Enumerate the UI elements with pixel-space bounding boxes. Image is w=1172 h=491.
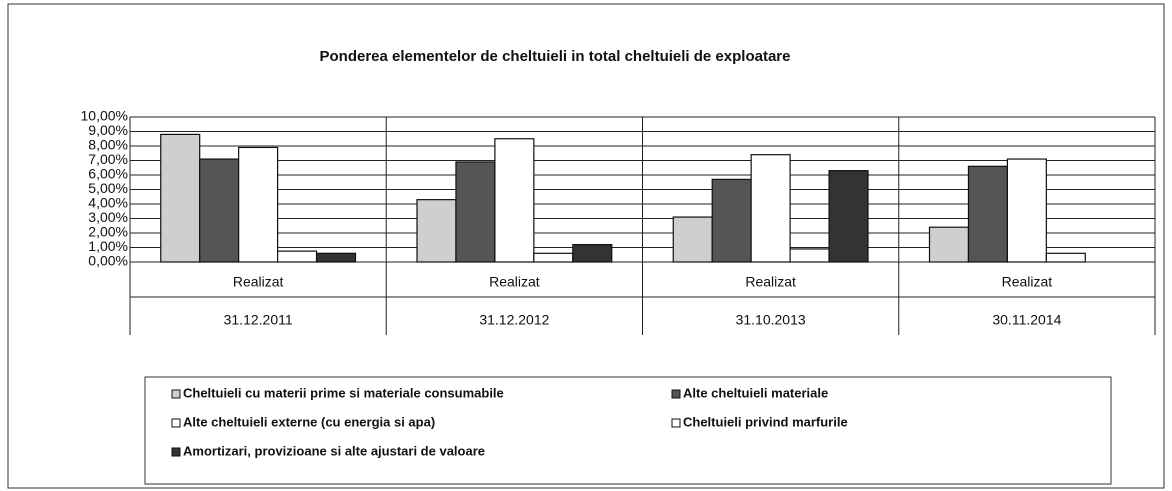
legend-marker <box>171 418 181 428</box>
x-tick-label: 31.12.2011 <box>224 312 293 328</box>
bar <box>315 252 357 263</box>
legend-marker <box>171 447 181 457</box>
y-tick-label: 0,00% <box>88 253 128 269</box>
bar <box>750 154 791 263</box>
x-tick-label: 30.11.2014 <box>992 312 1061 328</box>
legend-label: Alte cheltuieli materiale <box>683 385 828 400</box>
y-tick-label: 4,00% <box>88 195 128 211</box>
x-tick-label: Realizat <box>1002 274 1053 290</box>
y-tick-label: 9,00% <box>88 122 128 138</box>
x-tick-label: Realizat <box>233 274 284 290</box>
y-tick-label: 8,00% <box>88 137 128 153</box>
y-tick-label: 5,00% <box>88 180 128 196</box>
x-tick-label: 31.12.2012 <box>479 312 549 328</box>
y-tick-label: 6,00% <box>88 166 128 182</box>
y-tick-label: 10,00% <box>81 108 128 124</box>
chart-border <box>7 3 1165 489</box>
bar <box>828 170 869 263</box>
bar <box>533 252 574 263</box>
legend-marker <box>171 389 181 399</box>
bar <box>1006 158 1047 263</box>
bar <box>789 248 830 263</box>
bar <box>711 178 752 263</box>
legend-label: Cheltuieli cu materii prime si materiale… <box>183 385 504 400</box>
legend-marker <box>671 418 681 428</box>
y-tick-label: 7,00% <box>88 151 128 167</box>
bar <box>967 165 1009 263</box>
chart-title: Ponderea elementelor de cheltuieli in to… <box>320 48 791 65</box>
y-tick-label: 1,00% <box>88 238 128 254</box>
bar <box>277 250 318 263</box>
bar <box>455 161 496 263</box>
legend-marker <box>671 389 681 399</box>
y-tick-label: 2,00% <box>88 224 128 240</box>
y-tick-label: 3,00% <box>88 209 128 225</box>
bar <box>160 133 201 263</box>
bar <box>494 138 535 263</box>
legend-label: Amortizari, provizioane si alte ajustari… <box>183 443 485 458</box>
legend-label: Alte cheltuieli externe (cu energia si a… <box>183 414 435 429</box>
bar <box>672 216 713 263</box>
bar <box>928 226 970 263</box>
bar <box>238 146 279 263</box>
bar <box>199 158 240 263</box>
bar <box>416 199 457 263</box>
bar <box>572 244 613 263</box>
legend-box <box>144 376 1112 485</box>
x-tick-label: 31.10.2013 <box>736 312 806 328</box>
x-tick-label: Realizat <box>489 274 540 290</box>
x-tick-label: Realizat <box>745 274 796 290</box>
bar <box>1045 252 1086 263</box>
legend-label: Cheltuieli privind marfurile <box>683 414 848 429</box>
